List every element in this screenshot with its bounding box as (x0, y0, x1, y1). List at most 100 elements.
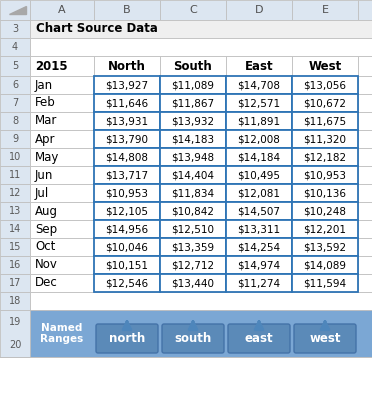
Bar (94, 0, 160, 20)
Text: $13,948: $13,948 (171, 152, 215, 162)
Text: Jun: Jun (35, 168, 53, 181)
Text: B: B (123, 5, 131, 15)
Bar (226, 56, 292, 76)
Bar (0, 256, 30, 274)
Bar (160, 94, 226, 112)
Bar (292, 130, 358, 148)
Bar (358, 56, 372, 76)
Bar (292, 238, 358, 256)
Text: 4: 4 (12, 42, 18, 52)
Bar (160, 184, 226, 202)
Bar (94, 184, 160, 202)
Bar (292, 94, 358, 112)
Bar (94, 130, 160, 148)
Bar (0, 76, 30, 94)
Text: 13: 13 (9, 206, 21, 216)
Bar (226, 202, 292, 220)
Text: $11,891: $11,891 (237, 116, 280, 126)
Bar (30, 94, 94, 112)
Text: $14,808: $14,808 (106, 152, 148, 162)
Text: $11,675: $11,675 (304, 116, 347, 126)
Bar (94, 148, 160, 166)
Text: $10,495: $10,495 (237, 170, 280, 180)
Bar (358, 166, 372, 184)
FancyBboxPatch shape (96, 324, 158, 353)
Bar (358, 238, 372, 256)
Bar (94, 112, 160, 130)
Bar (0, 130, 30, 148)
Text: $13,931: $13,931 (105, 116, 148, 126)
Text: Aug: Aug (35, 204, 58, 218)
Bar (160, 166, 226, 184)
Text: $12,008: $12,008 (238, 134, 280, 144)
Bar (0, 0, 30, 20)
Text: $12,105: $12,105 (106, 206, 148, 216)
Bar (0, 94, 30, 112)
Text: $13,592: $13,592 (304, 242, 347, 252)
Text: 15: 15 (9, 242, 21, 252)
Text: Sep: Sep (35, 222, 57, 235)
Bar (358, 184, 372, 202)
Text: Jul: Jul (35, 187, 49, 200)
Bar (292, 56, 358, 76)
Text: Feb: Feb (35, 96, 56, 110)
Polygon shape (9, 6, 26, 14)
Text: Mar: Mar (35, 114, 57, 127)
Bar (226, 220, 292, 238)
Text: May: May (35, 150, 60, 164)
Bar (94, 256, 160, 274)
Bar (292, 112, 358, 130)
Text: $10,953: $10,953 (304, 170, 346, 180)
Text: 9: 9 (12, 134, 18, 144)
Bar (30, 256, 94, 274)
FancyBboxPatch shape (228, 324, 290, 353)
Text: $14,404: $14,404 (171, 170, 215, 180)
FancyBboxPatch shape (162, 324, 224, 353)
Bar (0, 148, 30, 166)
Text: 18: 18 (9, 296, 21, 306)
Text: Apr: Apr (35, 133, 55, 145)
Text: 8: 8 (12, 116, 18, 126)
Text: 14: 14 (9, 224, 21, 234)
Bar (30, 202, 94, 220)
Text: $14,956: $14,956 (105, 224, 148, 234)
Bar (226, 274, 292, 292)
Text: $11,867: $11,867 (171, 98, 215, 108)
Bar (0, 20, 30, 38)
Bar (226, 0, 292, 20)
Text: $13,359: $13,359 (171, 242, 215, 252)
Bar (358, 0, 372, 20)
Bar (0, 238, 30, 256)
Text: 2015: 2015 (35, 60, 68, 73)
Bar (0, 220, 30, 238)
Bar (94, 76, 160, 94)
Text: 17: 17 (9, 278, 21, 288)
Text: $14,254: $14,254 (237, 242, 280, 252)
Bar (160, 112, 226, 130)
Text: $11,274: $11,274 (237, 278, 280, 288)
Bar (0, 56, 30, 76)
Text: 3: 3 (12, 24, 18, 34)
Text: $13,932: $13,932 (171, 116, 215, 126)
Text: $11,089: $11,089 (171, 80, 215, 90)
FancyBboxPatch shape (294, 324, 356, 353)
Text: $12,546: $12,546 (105, 278, 148, 288)
Text: 7: 7 (12, 98, 18, 108)
Bar (94, 274, 160, 292)
Bar (30, 292, 372, 310)
Bar (30, 20, 372, 38)
Text: Chart Source Data: Chart Source Data (36, 23, 158, 35)
Bar (358, 94, 372, 112)
Bar (292, 76, 358, 94)
Bar (292, 202, 358, 220)
Bar (160, 238, 226, 256)
Text: 6: 6 (12, 80, 18, 90)
Text: $12,182: $12,182 (304, 152, 347, 162)
Bar (358, 130, 372, 148)
Bar (226, 238, 292, 256)
Text: 19: 19 (9, 317, 21, 327)
Bar (0, 357, 372, 358)
Bar (0, 202, 30, 220)
Text: Jan: Jan (35, 79, 53, 91)
Bar (0, 38, 30, 56)
